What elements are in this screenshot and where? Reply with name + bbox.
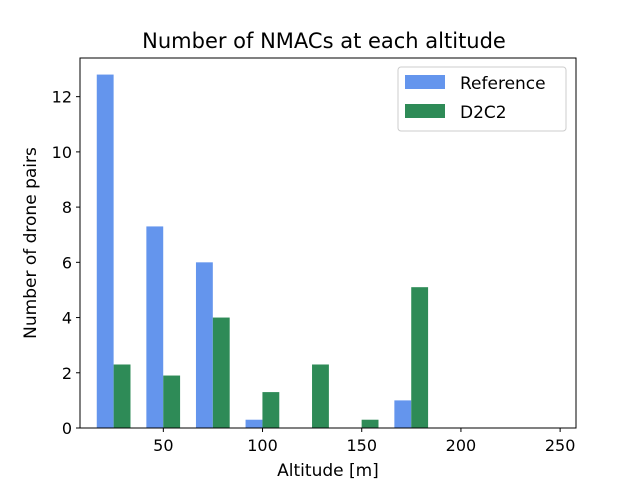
y-tick-label-2: 2: [62, 364, 72, 383]
x-tick-label-250: 250: [545, 436, 576, 455]
legend: Reference D2C2: [397, 66, 567, 132]
bar-d2c2-0: [113, 364, 131, 428]
y-tick-label-10: 10: [52, 143, 72, 162]
bar-reference-6: [394, 400, 412, 428]
bar-d2c2-3: [262, 392, 280, 428]
legend-swatch-reference: [405, 75, 445, 89]
chart-title: Number of NMACs at each altitude: [142, 29, 506, 53]
y-tick-label-12: 12: [52, 88, 72, 107]
bar-reference-0: [96, 74, 114, 428]
y-axis-label: Number of drone pairs: [21, 147, 41, 339]
x-axis-ticks: 50 100 150 200 250: [153, 428, 575, 455]
legend-swatch-d2c2: [405, 104, 445, 118]
bars-layer: [96, 74, 429, 428]
bar-d2c2-1: [163, 375, 181, 428]
bar-reference-2: [195, 262, 213, 428]
x-tick-label-50: 50: [153, 436, 173, 455]
bar-reference-1: [146, 226, 164, 428]
y-tick-label-0: 0: [62, 419, 72, 438]
x-tick-label-100: 100: [247, 436, 278, 455]
plot-frame: [79, 57, 577, 429]
y-tick-label-4: 4: [62, 309, 72, 328]
x-tick-label-200: 200: [446, 436, 477, 455]
bar-d2c2-4: [312, 364, 329, 428]
bar-d2c2-6: [411, 287, 429, 428]
y-axis-ticks: 0 2 4 6 8 10 12: [52, 88, 80, 438]
bar-d2c2-5: [361, 419, 379, 428]
bar-reference-3: [245, 419, 263, 428]
x-axis-label: Altitude [m]: [277, 461, 379, 480]
x-tick-label-150: 150: [346, 436, 377, 455]
y-tick-label-6: 6: [62, 253, 72, 272]
legend-label-reference: Reference: [460, 74, 546, 94]
legend-label-d2c2: D2C2: [460, 103, 507, 123]
y-tick-label-8: 8: [62, 198, 72, 217]
bar-d2c2-2: [212, 317, 230, 428]
